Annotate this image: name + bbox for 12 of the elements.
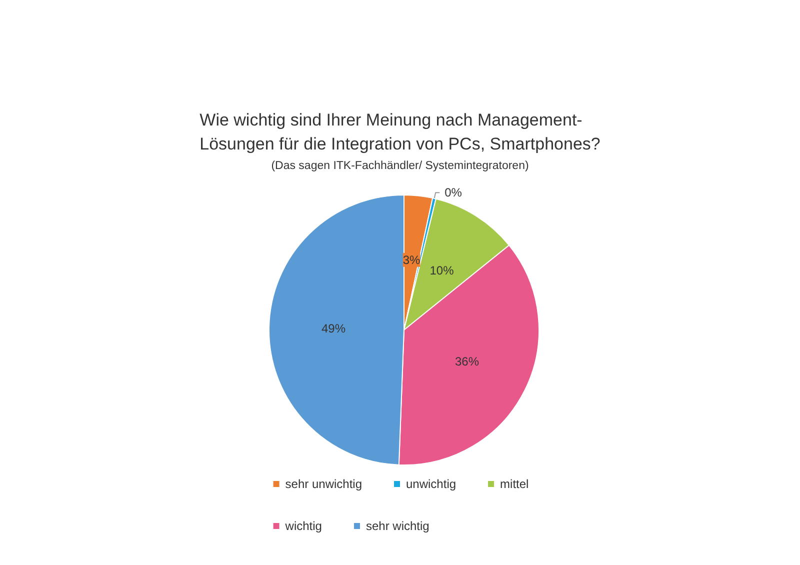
data-label: 49% <box>321 322 346 336</box>
data-label: 36% <box>455 354 480 369</box>
chart-subtitle: (Das sagen ITK-Fachhändler/ Systemintegratoren) <box>271 160 529 172</box>
legend-label: unwichtig <box>406 477 456 491</box>
legend-label: mittel <box>500 477 529 491</box>
legend-label: wichtig <box>284 519 322 533</box>
data-label: 10% <box>430 263 454 278</box>
data-label: 0% <box>444 186 462 200</box>
data-label: 3% <box>402 252 421 267</box>
legend-label: sehr wichtig <box>366 519 430 533</box>
legend-label: sehr unwichtig <box>285 477 362 491</box>
chart-title: Wie wichtig sind Ihrer Meinung nach Management- Lösungen für die Integration von PCs, Smartphones? <box>200 110 600 154</box>
